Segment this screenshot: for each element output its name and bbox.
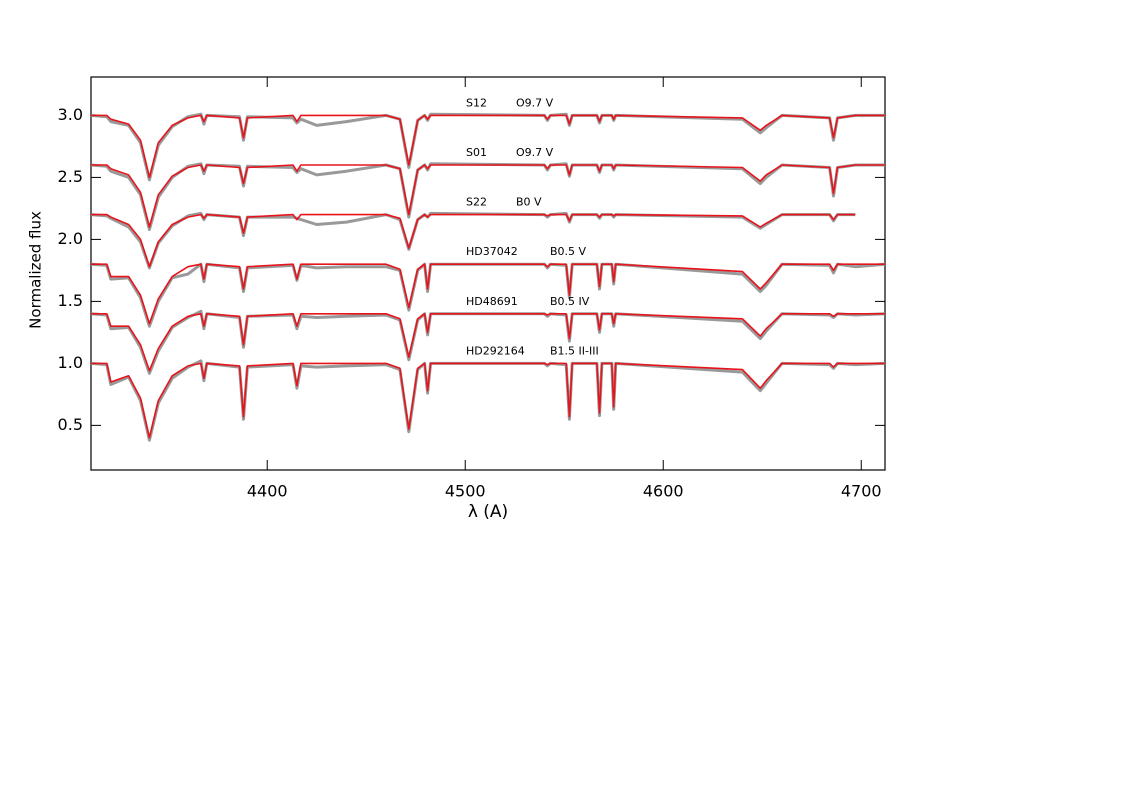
y-tick-label: 2.0 <box>58 229 83 248</box>
observed-spectrum <box>90 211 856 270</box>
x-tick-label: 4400 <box>247 482 288 501</box>
model-spectrum <box>91 213 856 268</box>
observed-spectrum <box>90 162 885 231</box>
x-tick-label: 4600 <box>643 482 684 501</box>
sptype-label: O9.7 V <box>516 96 554 109</box>
model-spectrum <box>91 313 885 372</box>
y-tick-label: 2.5 <box>58 167 83 186</box>
y-tick-label: 1.5 <box>58 291 83 310</box>
observed-spectrum <box>90 112 885 182</box>
plot-frame <box>90 76 886 471</box>
star-label: S22 <box>466 196 487 209</box>
y-axis-label: Normalized flux <box>27 211 45 329</box>
x-tick-label: 4500 <box>445 482 486 501</box>
sptype-label: B0 V <box>516 196 542 209</box>
model-spectrum <box>91 164 885 228</box>
model-spectrum <box>91 263 885 325</box>
y-tick-label: 3.0 <box>58 105 83 124</box>
sptype-label: O9.7 V <box>516 146 554 159</box>
observed-spectrum <box>90 359 886 442</box>
sptype-label: B0.5 IV <box>550 295 590 308</box>
star-label: HD37042 <box>466 245 518 258</box>
sptype-label: B1.5 II-III <box>550 344 599 357</box>
x-axis-label: λ (A) <box>468 502 508 522</box>
star-label: HD48691 <box>466 295 518 308</box>
star-label: S12 <box>466 96 487 109</box>
model-spectrum <box>91 114 885 179</box>
model-spectrum <box>91 362 885 439</box>
star-label: HD292164 <box>466 344 525 357</box>
x-tick-label: 4700 <box>841 482 882 501</box>
sptype-label: B0.5 V <box>550 245 587 258</box>
y-tick-label: 1.0 <box>58 353 83 372</box>
y-tick-label: 0.5 <box>58 415 83 434</box>
star-label: S01 <box>466 146 487 159</box>
